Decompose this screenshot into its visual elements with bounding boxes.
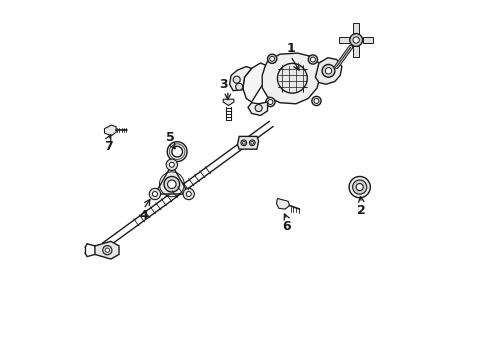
Text: 5: 5 [165, 131, 174, 144]
Circle shape [249, 140, 255, 145]
Circle shape [105, 248, 109, 252]
Text: 7: 7 [103, 140, 112, 153]
Circle shape [313, 99, 318, 103]
Circle shape [267, 100, 272, 104]
Polygon shape [223, 99, 233, 105]
Circle shape [255, 104, 262, 112]
Circle shape [169, 162, 174, 167]
Circle shape [102, 246, 112, 255]
Circle shape [186, 192, 191, 197]
Circle shape [166, 159, 177, 170]
Circle shape [167, 180, 176, 189]
Circle shape [241, 140, 246, 145]
Circle shape [311, 96, 321, 105]
Circle shape [152, 192, 157, 197]
Polygon shape [155, 165, 188, 194]
Circle shape [348, 176, 369, 198]
Circle shape [277, 63, 306, 93]
Polygon shape [362, 37, 372, 43]
Polygon shape [339, 37, 349, 43]
Polygon shape [242, 63, 272, 102]
Circle shape [265, 98, 274, 107]
Circle shape [349, 33, 362, 46]
Circle shape [355, 184, 363, 191]
Circle shape [242, 141, 244, 144]
Polygon shape [353, 46, 358, 57]
Circle shape [163, 176, 179, 192]
Text: 1: 1 [285, 42, 294, 55]
Circle shape [322, 64, 334, 77]
Circle shape [325, 68, 331, 74]
Polygon shape [315, 58, 341, 84]
Polygon shape [237, 136, 258, 149]
Polygon shape [262, 53, 320, 104]
Text: 6: 6 [282, 220, 291, 233]
Text: 4: 4 [139, 209, 147, 222]
Polygon shape [276, 198, 289, 209]
Circle shape [250, 141, 253, 144]
Circle shape [269, 56, 274, 61]
Circle shape [183, 188, 194, 200]
Circle shape [352, 180, 366, 194]
Circle shape [235, 83, 242, 90]
Polygon shape [95, 241, 119, 259]
Circle shape [352, 37, 359, 43]
Text: 2: 2 [356, 204, 365, 217]
Circle shape [267, 54, 276, 63]
Text: 3: 3 [219, 78, 227, 91]
Circle shape [167, 142, 187, 162]
Circle shape [171, 146, 182, 157]
Polygon shape [353, 23, 358, 33]
Circle shape [307, 55, 317, 64]
Polygon shape [229, 67, 251, 91]
Circle shape [310, 57, 315, 62]
Circle shape [149, 188, 160, 200]
Circle shape [233, 76, 240, 83]
Polygon shape [247, 102, 267, 116]
Polygon shape [104, 125, 116, 136]
